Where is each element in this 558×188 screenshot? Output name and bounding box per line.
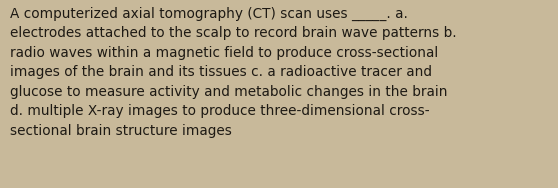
Text: A computerized axial tomography (CT) scan uses _____. a.
electrodes attached to : A computerized axial tomography (CT) sca… xyxy=(10,7,456,138)
